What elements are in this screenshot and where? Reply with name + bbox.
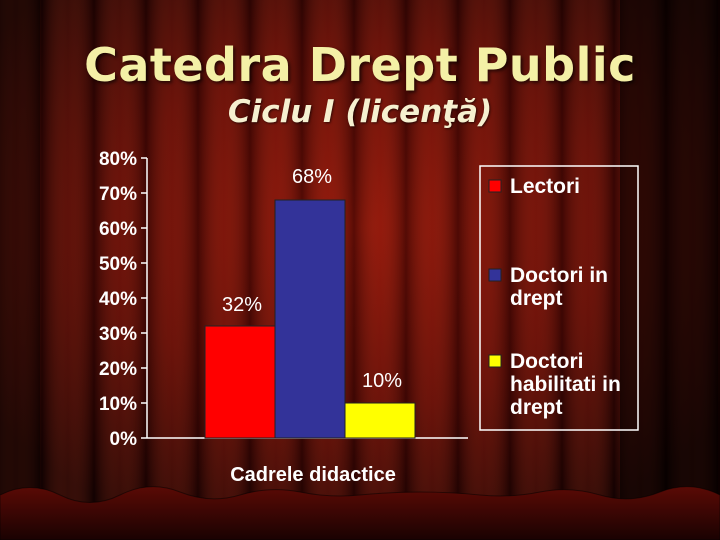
y-tick-label: 40% xyxy=(99,289,137,310)
bar-data-label: 32% xyxy=(222,294,262,316)
y-tick-label: 80% xyxy=(99,149,137,170)
legend-label: Doctori in xyxy=(510,264,608,287)
legend-label: Doctori xyxy=(510,350,584,373)
bar-data-label: 10% xyxy=(362,370,402,392)
legend-swatch xyxy=(488,179,502,193)
bar-data-labels: 32% 68% 10% xyxy=(222,166,402,392)
y-tick-labels: 0% 10% 20% 30% 40% 50% 60% 70% 80% xyxy=(99,149,137,450)
bar-1 xyxy=(204,325,276,439)
y-tick-label: 60% xyxy=(99,219,137,240)
bar-data-label: 68% xyxy=(292,166,332,188)
legend-label: habilitati in xyxy=(510,373,621,396)
y-tick-label: 0% xyxy=(110,429,138,450)
bar-2 xyxy=(274,199,346,439)
bar-3 xyxy=(344,402,416,439)
legend-label: drept xyxy=(510,287,563,310)
y-tick-label: 70% xyxy=(99,184,137,205)
chart-bars xyxy=(204,199,416,439)
y-tick-label: 50% xyxy=(99,254,137,275)
x-axis-label: Cadrele didactice xyxy=(230,464,396,486)
legend-label: drept xyxy=(510,396,563,419)
legend-box xyxy=(479,165,639,431)
y-tick-label: 10% xyxy=(99,394,137,415)
legend-swatch xyxy=(488,268,502,282)
slide-subtitle: Ciclu I (licenţă) xyxy=(227,94,493,130)
legend-swatch xyxy=(488,354,502,368)
y-tick-label: 30% xyxy=(99,324,137,345)
slide-title: Catedra Drept Public xyxy=(84,38,636,92)
legend-label: Lectori xyxy=(510,175,580,198)
y-tick-label: 20% xyxy=(99,359,137,380)
